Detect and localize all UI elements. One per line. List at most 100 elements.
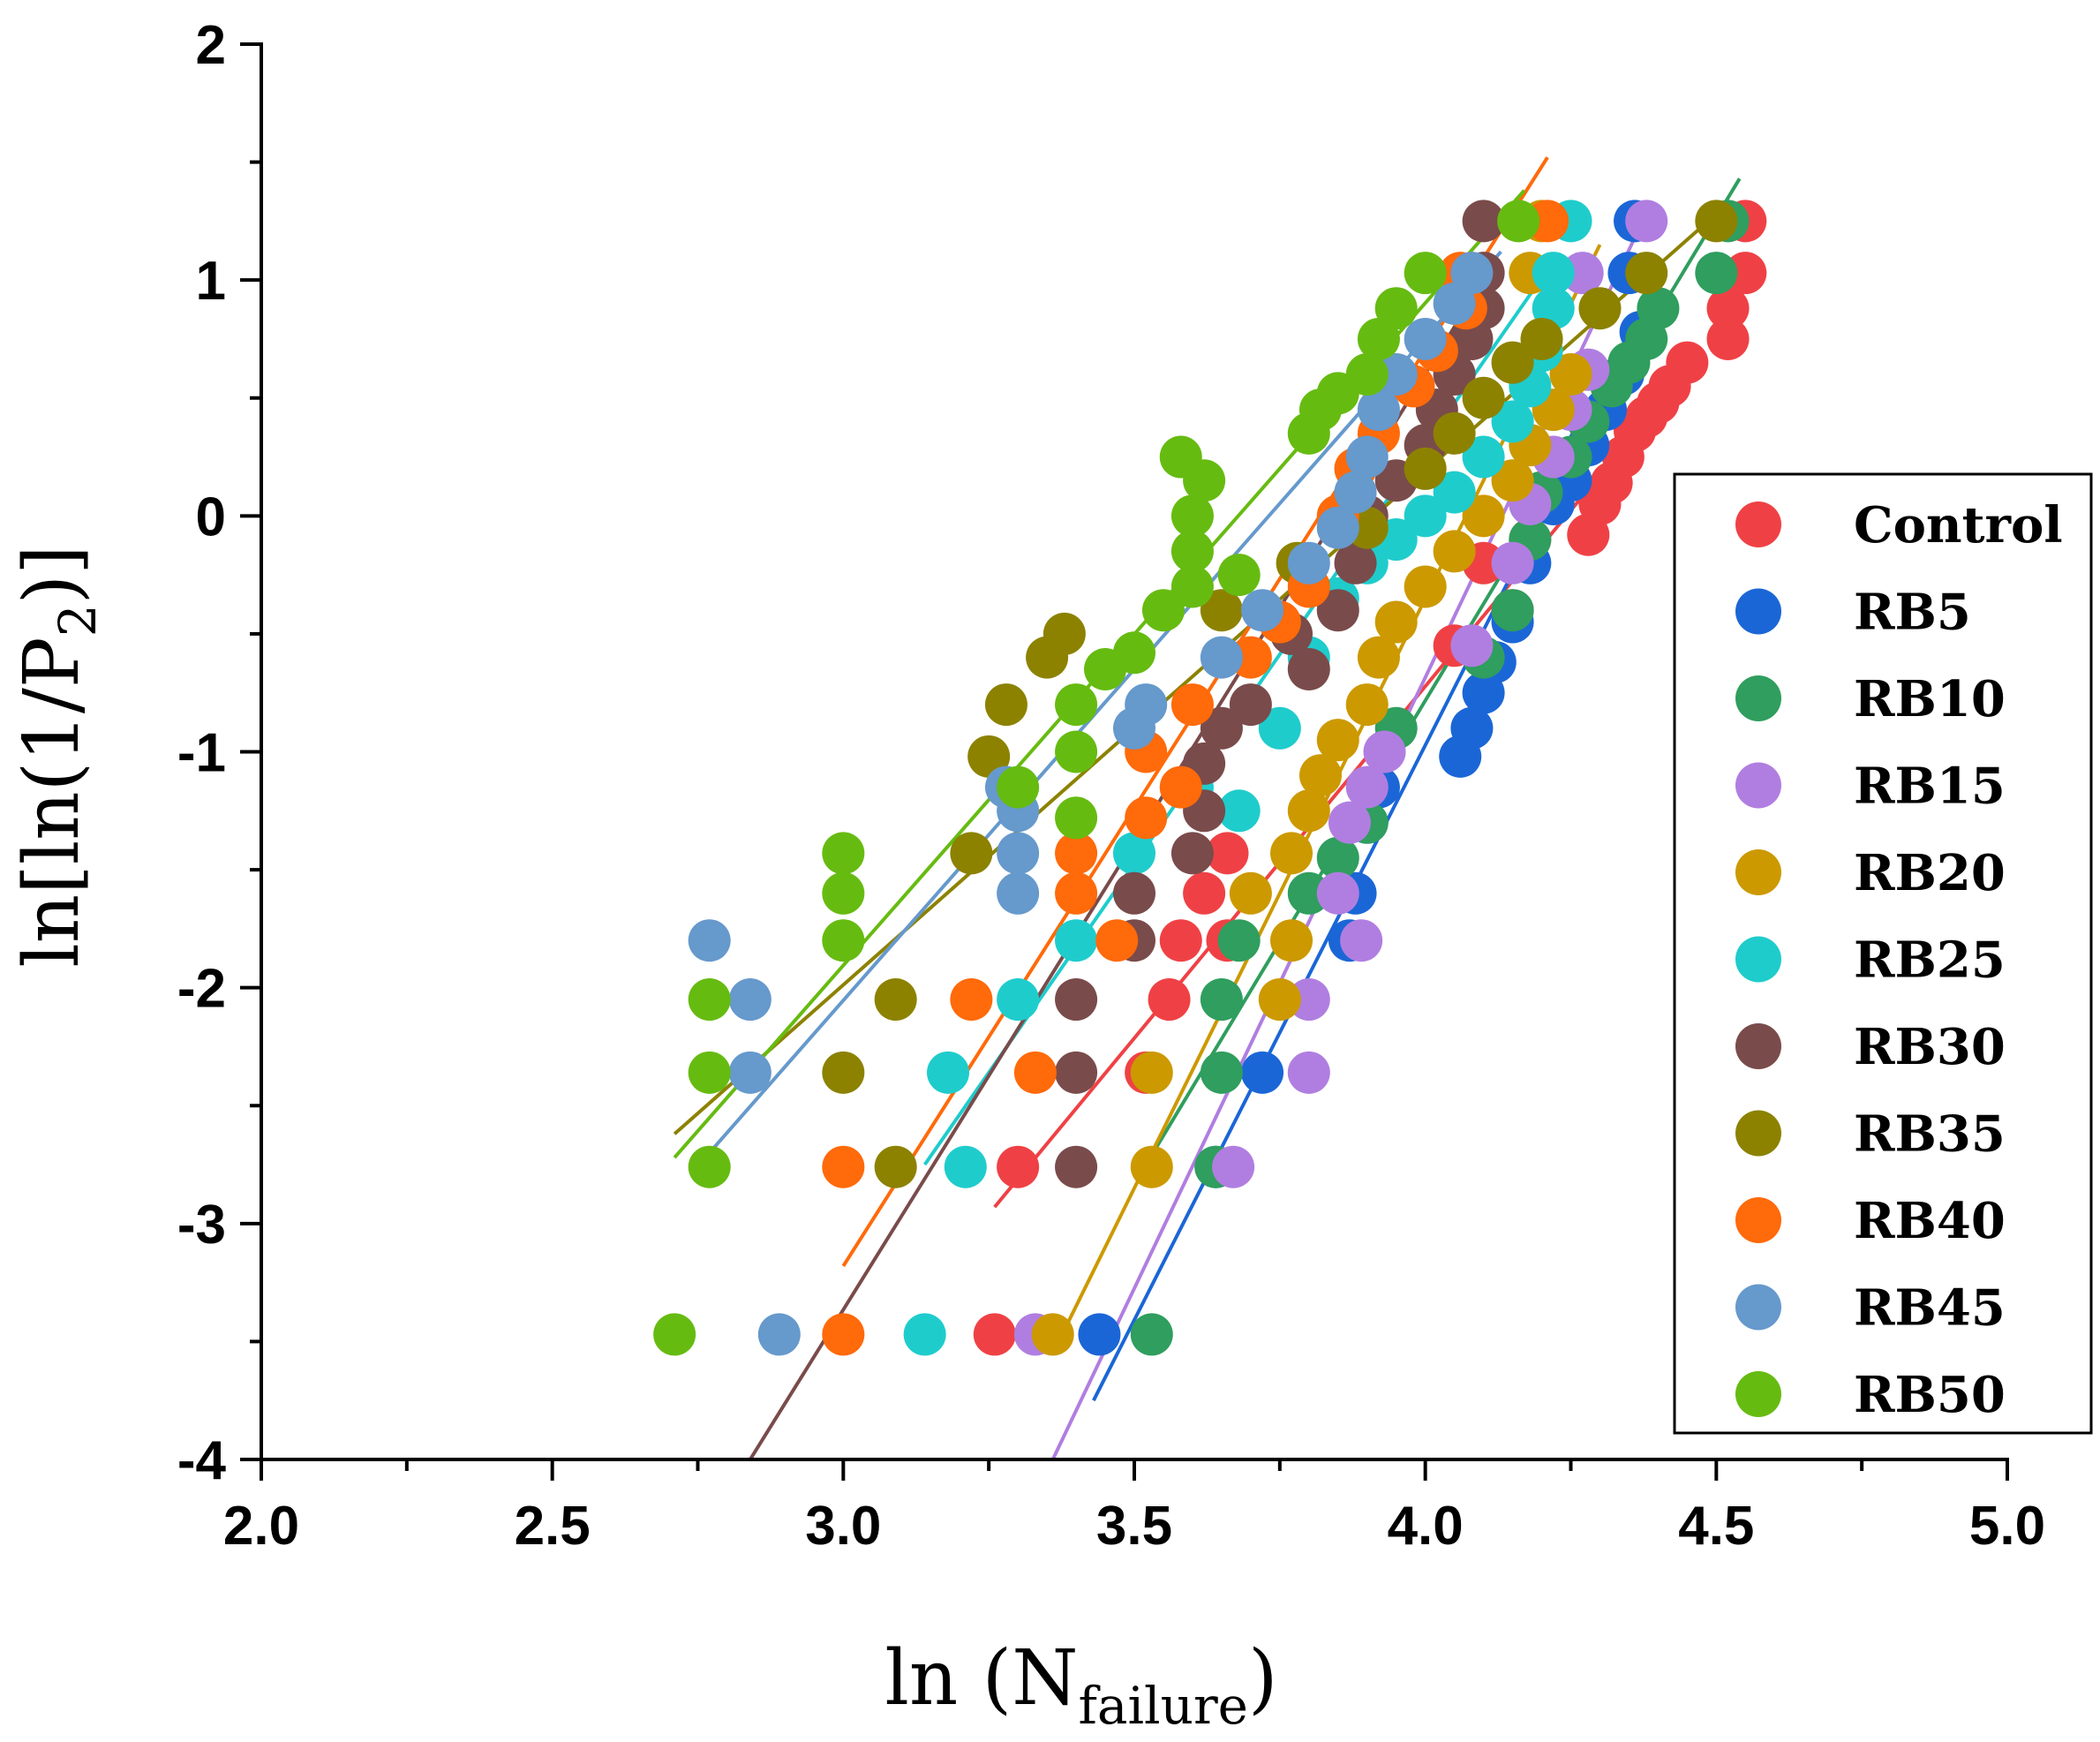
data-point-rb5 [1241,1051,1284,1094]
data-point-rb45 [1345,435,1389,479]
data-point-control [1706,287,1750,330]
data-point-rb10 [1130,1313,1173,1356]
data-point-rb20 [1404,565,1447,608]
data-point-rb10 [1316,836,1359,879]
data-point-rb50 [822,871,865,915]
data-point-rb20 [1031,1313,1074,1356]
legend-marker-rb50 [1735,1371,1781,1417]
data-point-rb10 [1491,589,1534,632]
legend-marker-rb20 [1735,849,1781,895]
legend-marker-rb15 [1735,762,1781,809]
data-point-rb25 [1217,789,1261,833]
y-tick-label: 2 [196,15,226,76]
data-point-rb50 [1345,353,1389,396]
legend-marker-rb5 [1735,588,1781,635]
data-point-rb15 [1450,624,1494,667]
data-point-rb30 [1462,200,1505,243]
data-point-rb40 [1170,683,1214,727]
plot-area [653,156,1767,1461]
legend-marker-rb45 [1735,1284,1781,1331]
data-point-rb45 [1404,317,1447,360]
data-point-rb40 [1055,832,1098,875]
data-point-rb20 [1270,919,1313,962]
data-point-rb25 [1532,252,1575,295]
data-point-rb30 [1055,1145,1098,1188]
data-point-rb15 [1316,871,1359,915]
legend-marker-control [1735,501,1781,547]
data-point-rb20 [1270,832,1313,875]
legend-label-rb15: RB15 [1854,758,2006,816]
data-point-rb25 [1258,706,1301,750]
data-point-rb20 [1433,530,1476,573]
data-point-rb50 [997,765,1040,809]
data-point-rb20 [1491,459,1534,502]
data-point-rb10 [1695,252,1738,295]
data-point-rb30 [1170,832,1214,875]
legend-label-control: Control [1854,496,2063,554]
data-point-rb50 [1357,317,1400,360]
y-tick-label: -2 [177,959,226,1020]
x-tick-label: 5.0 [1969,1496,2045,1557]
data-point-rb10 [1200,978,1243,1022]
data-point-rb25 [944,1145,987,1188]
data-point-rb20 [1130,1051,1173,1094]
x-tick-label: 2.0 [223,1496,299,1557]
x-axis-title-end: ) [1248,1634,1278,1723]
legend: Control RB5 RB10 RB15 RB20 RB25 RB30 RB35 RB40 RB… [1673,472,2093,1435]
data-point-rb35 [984,683,1027,727]
data-point-rb50 [1170,494,1214,538]
x-axis-title-main: ln (N [884,1634,1078,1723]
data-point-rb35 [1200,589,1243,632]
data-point-rb35 [874,978,917,1022]
data-point-rb45 [757,1313,801,1356]
data-point-rb20 [1258,978,1301,1022]
y-tick-label: -1 [177,723,226,784]
data-point-rb45 [688,919,731,962]
y-axis-title: ln[ln(1/P2)] [8,545,108,967]
data-point-rb50 [1170,565,1214,608]
data-point-rb50 [1497,200,1540,243]
data-point-control [1706,317,1750,360]
data-point-rb15 [1328,801,1371,844]
data-point-rb15 [1345,765,1389,809]
x-tick-label: 3.5 [1096,1496,1172,1557]
legend-label-rb20: RB20 [1854,844,2006,902]
y-tick-label: 1 [196,251,226,312]
data-point-rb20 [1130,1145,1173,1188]
legend-marker-rb10 [1735,675,1781,721]
data-point-rb20 [1316,719,1359,762]
data-point-rb25 [903,1313,946,1356]
data-point-rb25 [1404,494,1447,538]
data-point-rb30 [1316,589,1359,632]
data-point-rb45 [1450,252,1494,295]
data-point-rb35 [1695,200,1738,243]
data-point-control [973,1313,1016,1356]
legend-marker-rb35 [1735,1110,1781,1157]
data-point-rb30 [1055,1051,1098,1094]
y-tick-label: -3 [177,1195,226,1256]
axes: 2.0 2.5 3.0 3.5 4.0 4.5 5.0 -4 -3 -2 -1 0 1 2 [177,15,2045,1557]
data-point-rb25 [1491,400,1534,443]
data-point-rb45 [1200,636,1243,679]
data-point-rb35 [822,1051,865,1094]
data-point-rb35 [1404,447,1447,490]
data-point-rb25 [1055,919,1098,962]
data-point-rb15 [1340,919,1383,962]
data-point-rb20 [1462,494,1505,538]
data-point-rb25 [1462,435,1505,479]
data-point-rb50 [688,978,731,1022]
legend-marker-rb40 [1735,1197,1781,1243]
data-point-rb10 [1217,919,1261,962]
data-point-rb40 [822,1313,865,1356]
x-tick-label: 2.5 [515,1496,591,1557]
data-point-rb50 [1159,435,1202,479]
data-point-rb50 [1055,796,1098,840]
data-point-rb35 [1625,252,1668,295]
y-axis-title-main: ln[ln(1/P [8,637,96,967]
data-point-control [1724,252,1767,295]
data-point-rb35 [1520,317,1563,360]
data-point-rb45 [997,871,1040,915]
y-tick-label: 0 [196,486,226,547]
data-point-rb45 [1433,282,1476,325]
data-point-rb45 [1334,471,1377,514]
